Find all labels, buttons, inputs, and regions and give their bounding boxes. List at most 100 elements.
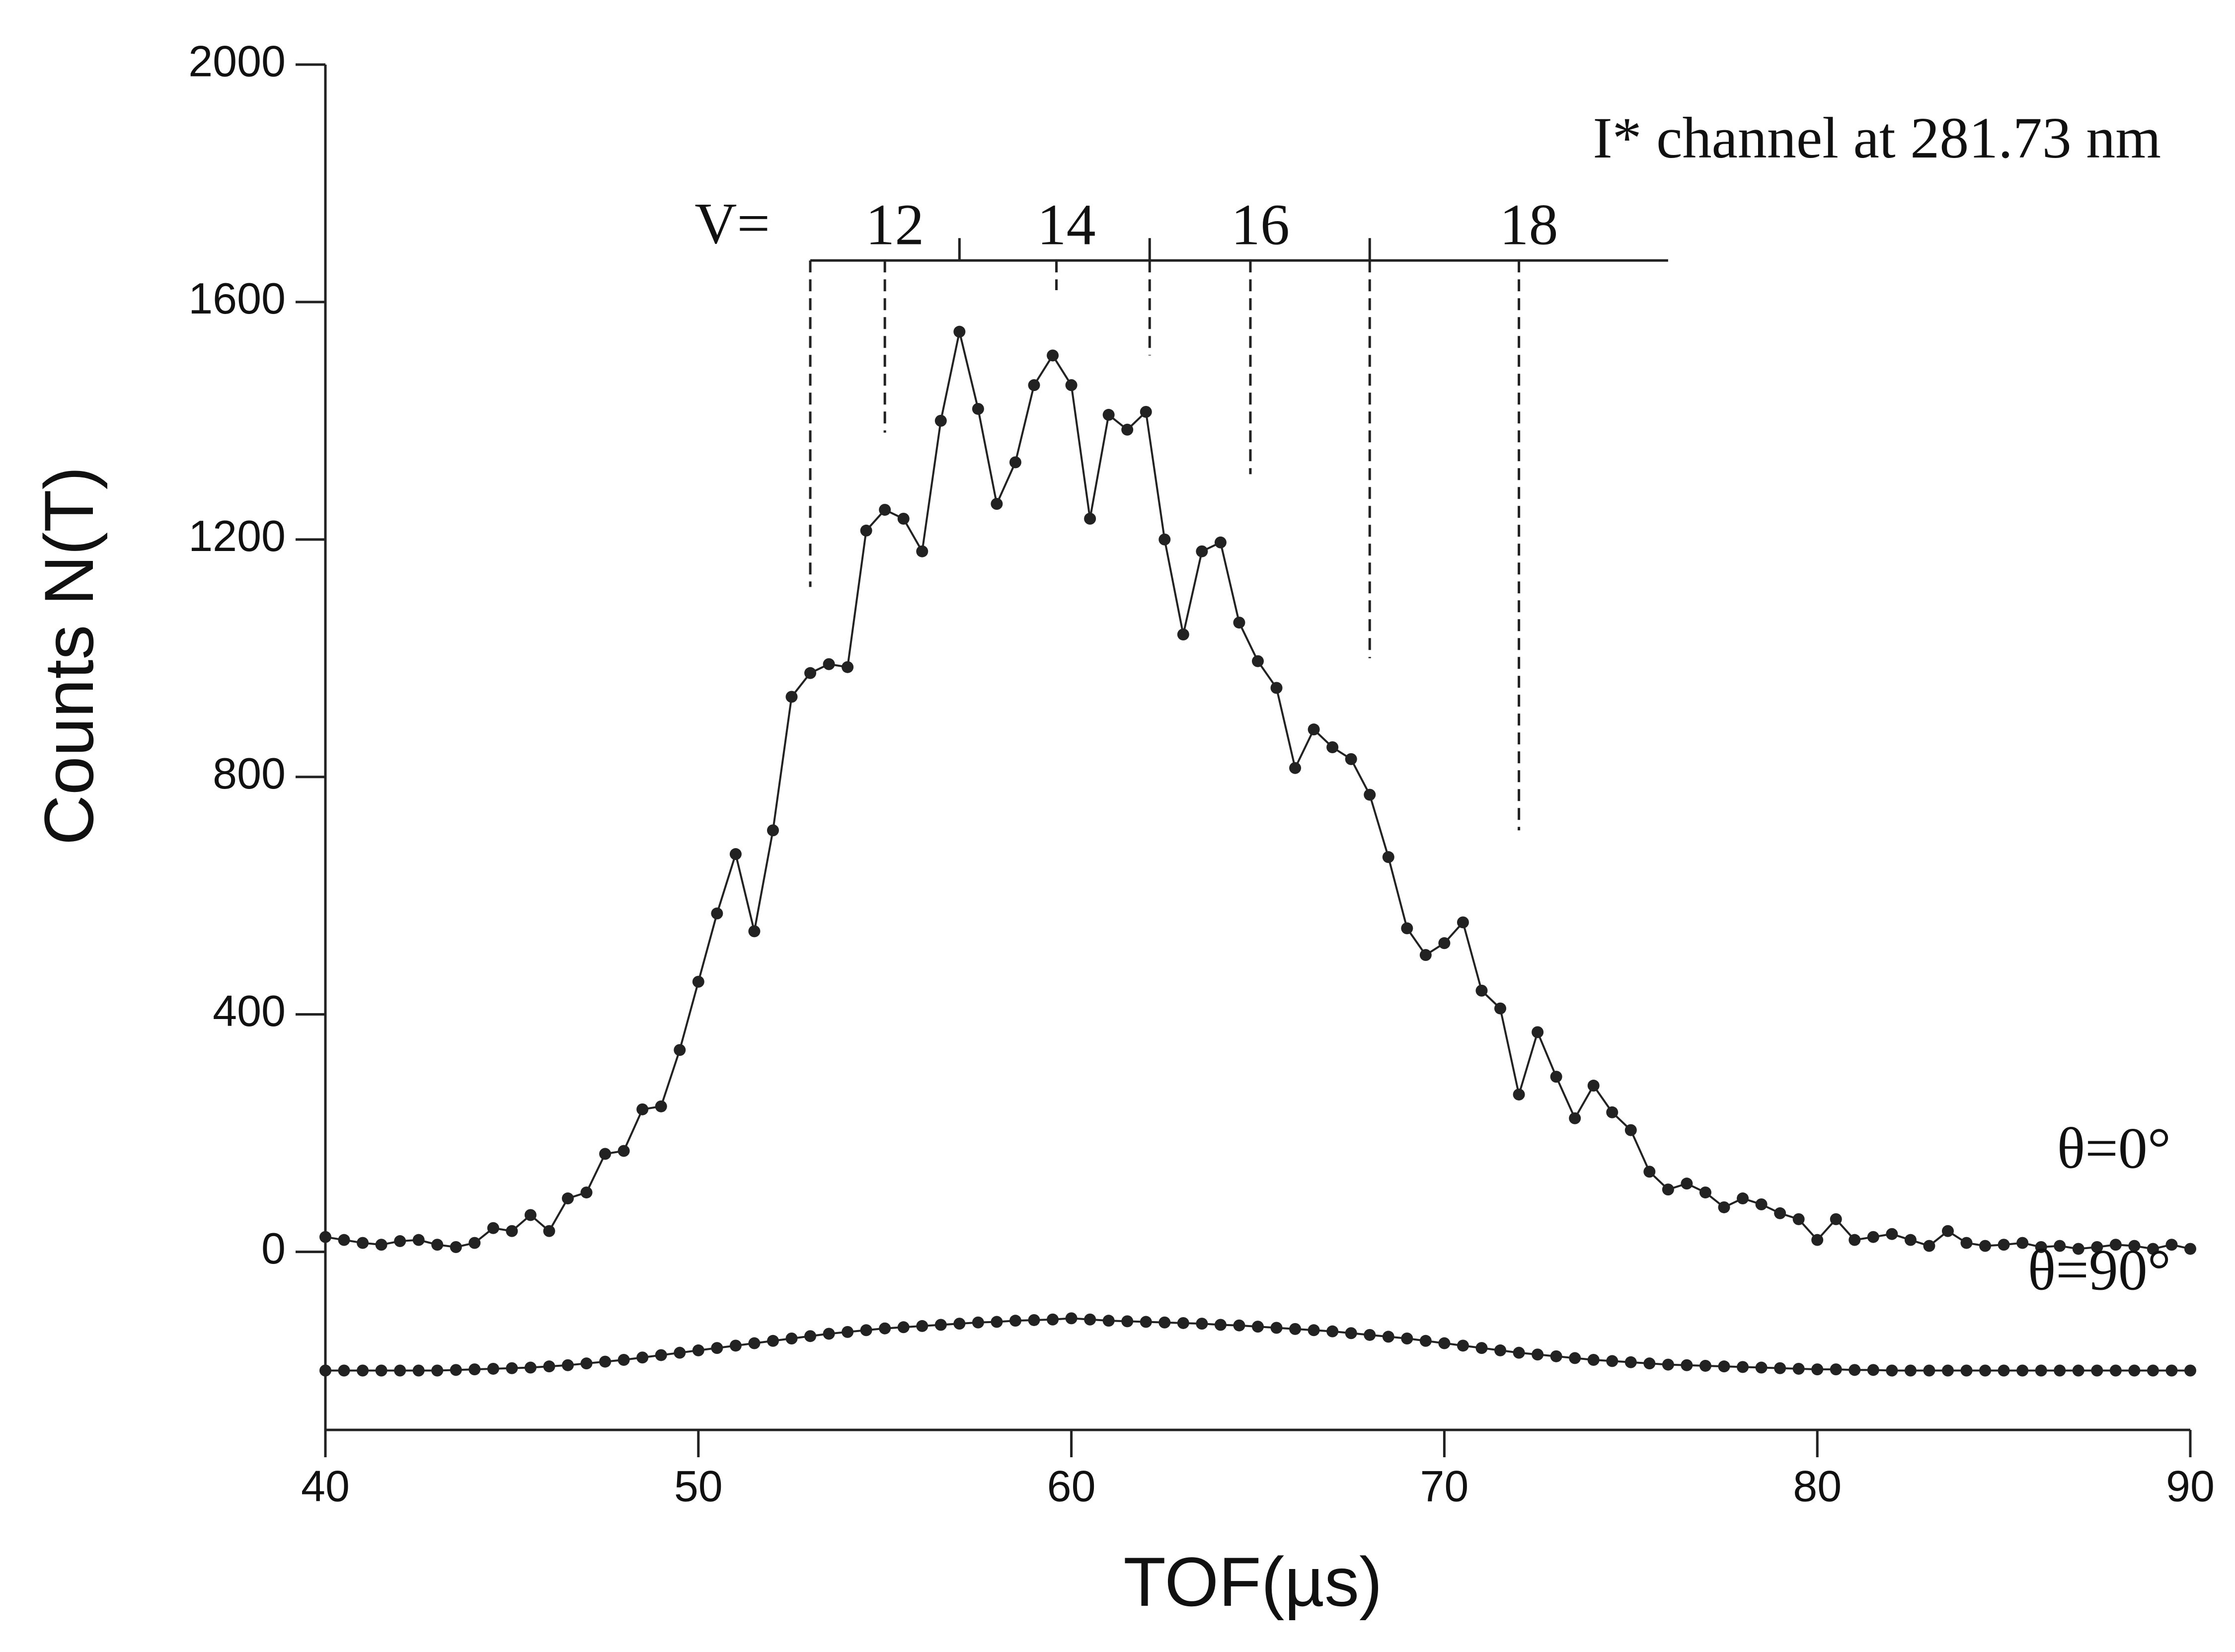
data-point bbox=[1643, 1166, 1656, 1178]
data-point bbox=[674, 1346, 686, 1359]
x-tick-label: 90 bbox=[2166, 1461, 2215, 1510]
data-point bbox=[823, 1328, 835, 1340]
data-point bbox=[692, 1344, 704, 1356]
data-point bbox=[487, 1362, 499, 1375]
data-point bbox=[1886, 1228, 1898, 1240]
data-point bbox=[636, 1351, 649, 1364]
data-point bbox=[1643, 1357, 1656, 1370]
data-point bbox=[1849, 1234, 1861, 1246]
data-point bbox=[2035, 1241, 2047, 1254]
data-point bbox=[1308, 1324, 1320, 1337]
data-point bbox=[1737, 1192, 1749, 1205]
data-point bbox=[394, 1364, 406, 1377]
data-point bbox=[1102, 408, 1115, 421]
data-point bbox=[1960, 1237, 1973, 1249]
data-point bbox=[1252, 1321, 1264, 1333]
data-point bbox=[1941, 1225, 1954, 1237]
data-point bbox=[1830, 1213, 1842, 1225]
data-point bbox=[823, 658, 835, 670]
data-point bbox=[394, 1235, 406, 1248]
y-tick-label: 0 bbox=[261, 1224, 286, 1273]
data-point bbox=[1494, 1344, 1507, 1356]
data-point bbox=[1177, 1317, 1189, 1329]
data-point bbox=[748, 925, 761, 938]
data-point bbox=[897, 513, 910, 525]
data-point bbox=[1364, 788, 1376, 801]
data-point bbox=[1904, 1234, 1917, 1246]
data-point bbox=[1569, 1352, 1581, 1364]
data-point bbox=[617, 1145, 630, 1157]
data-point bbox=[1513, 1088, 1525, 1101]
data-point bbox=[2128, 1240, 2141, 1252]
data-point bbox=[2184, 1364, 2196, 1377]
data-point bbox=[972, 1316, 984, 1329]
data-point bbox=[711, 907, 723, 920]
data-point bbox=[934, 414, 947, 427]
data-point bbox=[2147, 1364, 2159, 1377]
data-point bbox=[506, 1225, 518, 1237]
data-point bbox=[1811, 1363, 1824, 1376]
data-point bbox=[842, 1326, 854, 1338]
data-point bbox=[1140, 405, 1152, 418]
data-point bbox=[1624, 1124, 1637, 1136]
data-point bbox=[1028, 379, 1040, 392]
data-point bbox=[785, 1333, 798, 1345]
data-point bbox=[375, 1239, 387, 1251]
data-point bbox=[1755, 1198, 1768, 1210]
data-point bbox=[1475, 1342, 1488, 1354]
data-point bbox=[991, 498, 1003, 510]
data-point bbox=[2128, 1364, 2141, 1377]
data-point bbox=[729, 1339, 742, 1352]
data-point bbox=[1177, 628, 1189, 640]
data-point bbox=[860, 524, 872, 537]
data-point bbox=[580, 1357, 593, 1370]
data-point bbox=[1867, 1364, 1879, 1376]
data-point bbox=[842, 661, 854, 673]
data-point bbox=[599, 1148, 612, 1160]
y-tick-label: 800 bbox=[213, 749, 286, 798]
data-point bbox=[767, 1335, 779, 1347]
data-point bbox=[1811, 1234, 1824, 1246]
data-point bbox=[2165, 1364, 2178, 1377]
data-point bbox=[1401, 922, 1413, 935]
data-point bbox=[1792, 1213, 1805, 1225]
data-point bbox=[431, 1239, 444, 1251]
data-point bbox=[879, 504, 891, 516]
data-point bbox=[897, 1321, 910, 1334]
data-point bbox=[1587, 1354, 1600, 1366]
data-point bbox=[1998, 1239, 2010, 1251]
data-point bbox=[1550, 1071, 1562, 1083]
data-point bbox=[338, 1234, 350, 1246]
data-point bbox=[1009, 1315, 1021, 1327]
data-point bbox=[450, 1364, 462, 1376]
series-label: θ=90° bbox=[2028, 1238, 2171, 1303]
v-scale-label: V= bbox=[694, 191, 770, 256]
data-point bbox=[1252, 655, 1264, 667]
data-point bbox=[2072, 1243, 2084, 1255]
data-point bbox=[2054, 1240, 2066, 1252]
data-point bbox=[1047, 349, 1059, 362]
x-tick-label: 80 bbox=[1793, 1461, 1842, 1510]
data-point bbox=[655, 1349, 667, 1361]
data-point bbox=[1065, 1312, 1078, 1325]
data-point bbox=[1587, 1080, 1600, 1092]
data-point bbox=[1532, 1026, 1544, 1038]
data-point bbox=[916, 1320, 928, 1332]
data-point bbox=[357, 1364, 369, 1377]
data-point bbox=[1606, 1106, 1618, 1118]
data-point bbox=[1923, 1240, 1935, 1252]
data-point bbox=[1289, 1323, 1302, 1335]
data-point bbox=[2091, 1364, 2103, 1377]
data-point bbox=[1849, 1364, 1861, 1376]
data-point bbox=[1121, 1315, 1134, 1328]
data-point bbox=[562, 1192, 574, 1205]
data-point bbox=[580, 1186, 593, 1199]
annotation: I* channel at 281.73 nm bbox=[1593, 105, 2161, 170]
data-point bbox=[2109, 1364, 2122, 1377]
data-point bbox=[916, 545, 928, 557]
data-point bbox=[2109, 1239, 2122, 1251]
x-tick-label: 40 bbox=[301, 1461, 350, 1510]
data-point bbox=[1438, 937, 1451, 949]
x-tick-label: 70 bbox=[1420, 1461, 1468, 1510]
